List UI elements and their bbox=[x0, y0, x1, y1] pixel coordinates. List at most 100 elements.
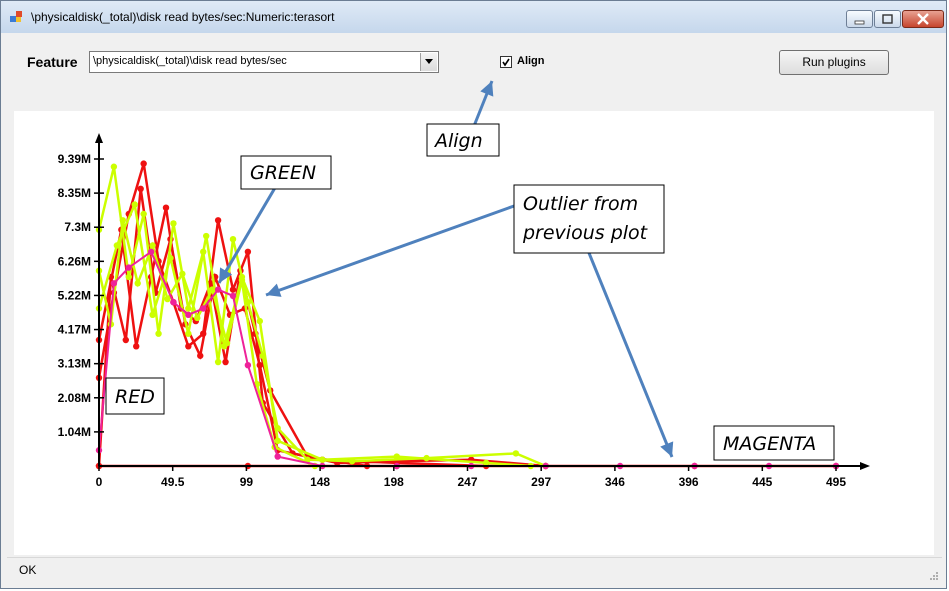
series-layer bbox=[95, 160, 840, 470]
magenta-annotation-text: MAGENTA bbox=[723, 433, 816, 455]
outlier-annotation-line2: previous plot bbox=[522, 222, 649, 244]
align-checkbox[interactable] bbox=[500, 56, 512, 68]
data-point bbox=[137, 185, 144, 192]
feature-dropdown[interactable]: \physicaldisk(_total)\disk read bytes/se… bbox=[89, 51, 439, 73]
feature-toolbar: Feature \physicaldisk(_total)\disk read … bbox=[7, 33, 942, 111]
align-checkbox-label[interactable]: Align bbox=[517, 55, 545, 67]
arrowhead-icon bbox=[219, 267, 233, 283]
feature-dropdown-value: \physicaldisk(_total)\disk read bytes/se… bbox=[93, 55, 287, 67]
data-point bbox=[155, 330, 162, 337]
data-point bbox=[274, 453, 281, 460]
status-text: OK bbox=[19, 563, 37, 577]
minimize-button[interactable] bbox=[846, 10, 873, 28]
x-tick-label: 247 bbox=[457, 475, 477, 489]
data-point bbox=[164, 295, 171, 303]
data-point bbox=[393, 453, 400, 460]
feature-label: Feature bbox=[27, 54, 78, 70]
green-annotation-text: GREEN bbox=[250, 162, 316, 184]
data-point bbox=[229, 286, 237, 293]
series-line bbox=[97, 166, 547, 468]
data-point bbox=[170, 220, 177, 227]
data-point bbox=[140, 210, 147, 218]
data-point bbox=[185, 343, 192, 350]
y-tick-label: 2.08M bbox=[58, 391, 91, 405]
align-annotation-text: Align bbox=[433, 130, 483, 152]
red-annotation-text: RED bbox=[115, 386, 155, 408]
y-tick-label: 8.35M bbox=[58, 186, 91, 200]
resize-grip-icon[interactable] bbox=[929, 571, 939, 581]
data-point bbox=[203, 232, 210, 240]
y-tick-label: 7.3M bbox=[64, 220, 91, 234]
data-point bbox=[185, 305, 192, 312]
data-point bbox=[147, 248, 155, 255]
app-icon bbox=[10, 11, 22, 22]
checkmark-icon bbox=[502, 58, 510, 67]
dropdown-arrow-button[interactable] bbox=[420, 53, 437, 71]
series-red-1 bbox=[95, 185, 490, 470]
data-point bbox=[223, 339, 231, 347]
x-tick-label: 0 bbox=[96, 475, 103, 489]
data-point bbox=[214, 217, 222, 224]
arrowhead-icon bbox=[660, 441, 674, 457]
y-tick-label: 5.22M bbox=[58, 288, 91, 302]
status-bar: OK bbox=[7, 557, 942, 584]
series-line bbox=[97, 220, 316, 468]
y-tick-label: 6.26M bbox=[58, 254, 91, 268]
data-point bbox=[122, 336, 129, 344]
data-point bbox=[256, 317, 263, 325]
data-point bbox=[229, 236, 237, 243]
data-point bbox=[170, 299, 177, 306]
data-point bbox=[110, 163, 118, 170]
data-point bbox=[113, 242, 121, 249]
run-plugins-button[interactable]: Run plugins bbox=[779, 50, 889, 75]
data-point bbox=[162, 204, 170, 211]
outlier-annotation-line1: Outlier from bbox=[523, 193, 638, 215]
data-point bbox=[238, 276, 246, 284]
x-tick-label: 49.5 bbox=[161, 475, 185, 489]
data-point bbox=[244, 362, 252, 369]
y-axis-arrow-icon bbox=[95, 133, 103, 143]
green-annotation: GREEN bbox=[240, 155, 332, 190]
x-tick-label: 495 bbox=[826, 475, 846, 489]
data-point bbox=[125, 273, 132, 281]
series-green-5 bbox=[95, 200, 534, 470]
x-tick-label: 396 bbox=[679, 475, 699, 489]
red-annotation: RED bbox=[105, 377, 165, 415]
data-point bbox=[208, 286, 216, 293]
x-tick-label: 445 bbox=[752, 475, 772, 489]
data-point bbox=[222, 358, 229, 366]
plot-area: 0 49.5 99 148 198 247 297 346 396 445 495 1.04M 2.08… bbox=[14, 80, 934, 555]
align-annotation: Align bbox=[426, 123, 500, 157]
y-tick-label: 3.13M bbox=[58, 357, 91, 371]
line-chart: 0 49.5 99 148 198 247 297 346 396 445 495 1.04M 2.08… bbox=[58, 80, 870, 489]
x-tick-label: 148 bbox=[310, 475, 330, 489]
data-point bbox=[214, 286, 222, 293]
data-point bbox=[197, 352, 204, 359]
axes-layer: 0 49.5 99 148 198 247 297 346 396 445 495 1.04M 2.08… bbox=[58, 133, 870, 489]
data-point bbox=[512, 450, 520, 457]
series-line bbox=[97, 200, 531, 468]
data-point bbox=[214, 358, 222, 366]
data-point bbox=[207, 280, 214, 287]
title-bar: \physicaldisk(_total)\disk read bytes/se… bbox=[1, 1, 946, 33]
chevron-down-icon bbox=[425, 59, 433, 64]
x-tick-label: 99 bbox=[240, 475, 254, 489]
annotation-arrows bbox=[217, 80, 674, 458]
y-tick-label: 1.04M bbox=[58, 425, 91, 439]
data-point bbox=[482, 459, 490, 467]
data-point bbox=[149, 311, 156, 318]
x-axis-arrow-icon bbox=[860, 462, 870, 470]
data-point bbox=[185, 311, 192, 318]
data-point bbox=[119, 217, 127, 224]
x-tick-label: 198 bbox=[384, 475, 404, 489]
data-point bbox=[110, 280, 118, 287]
arrowhead-icon bbox=[480, 81, 494, 97]
data-point bbox=[149, 242, 156, 249]
maximize-button[interactable] bbox=[874, 10, 901, 28]
x-tick-label: 297 bbox=[531, 475, 551, 489]
data-point bbox=[167, 254, 174, 262]
data-point bbox=[125, 264, 132, 271]
outlier-annotation: Outlier from previous plot bbox=[513, 184, 665, 254]
close-button[interactable] bbox=[902, 10, 944, 28]
